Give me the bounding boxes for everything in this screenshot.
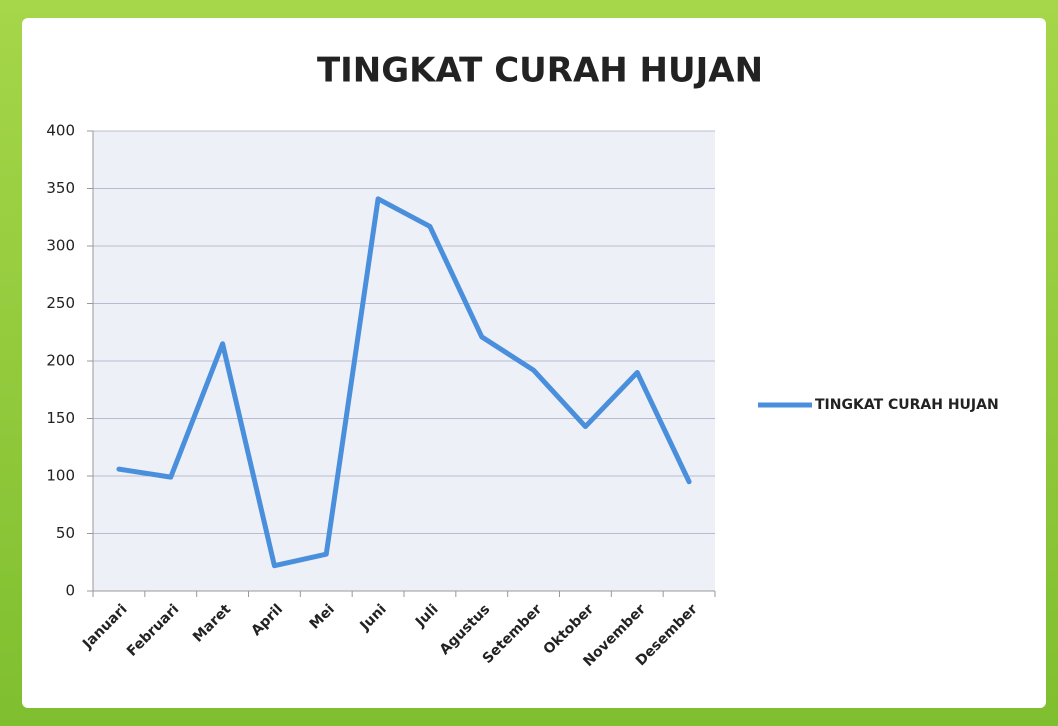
y-tick-label: 0 — [65, 582, 75, 600]
y-tick-label: 250 — [46, 294, 75, 312]
y-tick-label: 100 — [46, 467, 75, 485]
y-tick-label: 150 — [46, 409, 75, 427]
y-tick-label: 400 — [46, 122, 75, 140]
y-tick-label: 50 — [56, 524, 75, 542]
data-line — [116, 196, 692, 569]
y-tick-label: 350 — [46, 179, 75, 197]
y-tick-label: 200 — [46, 352, 75, 370]
y-tick-label: 300 — [46, 237, 75, 255]
legend-label: TINGKAT CURAH HUJAN — [815, 397, 999, 413]
chart-title: TINGKAT CURAH HUJAN — [317, 51, 763, 91]
